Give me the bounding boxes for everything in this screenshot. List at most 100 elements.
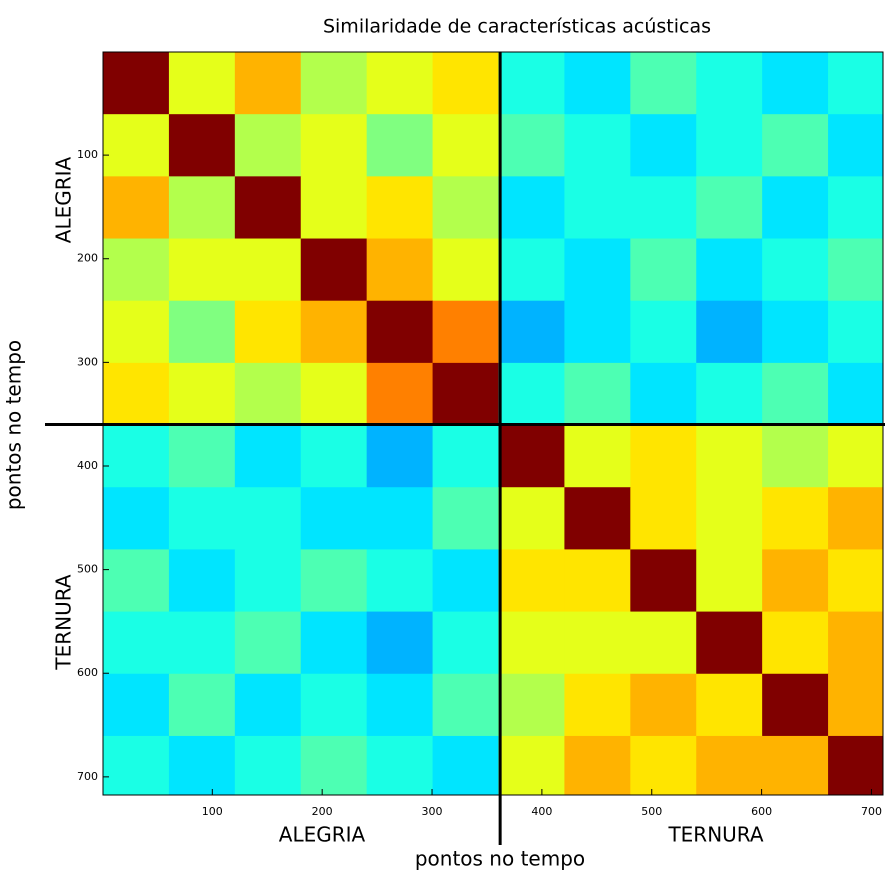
heatmap-cell [762,238,829,302]
heatmap-cell [366,114,434,177]
heatmap-cell [498,487,565,550]
heatmap-cell [696,176,763,240]
heatmap-cell [432,549,499,613]
heatmap-cell [234,673,302,737]
heatmap-cell [103,176,170,240]
heatmap-cell [300,487,368,550]
heatmap-cell [630,114,697,177]
heatmap-cell [103,735,170,796]
heatmap-cell [234,611,302,675]
heatmap-cell [762,673,829,737]
heatmap-cell [168,52,236,115]
heatmap-cell [498,176,565,240]
heatmap-cell [564,487,631,550]
heatmap-cell [168,425,236,488]
heatmap-cell [498,362,565,426]
heatmap-cell [696,52,763,115]
heatmap-cell [366,238,434,302]
heatmap-cell [103,114,170,177]
y-tick-label: 100 [77,148,98,161]
heatmap-cell [630,487,697,550]
heatmap-cell [168,300,236,364]
heatmap-cell [300,176,368,240]
heatmap-cell [762,176,829,240]
x-tick-label: 600 [751,805,772,818]
heatmap-cell [234,52,302,115]
heatmap-cell [234,549,302,613]
heatmap-cell [828,673,884,737]
heatmap-cell [630,425,697,488]
heatmap-cell [234,487,302,550]
heatmap-cell [432,300,499,364]
heatmap-cell [168,176,236,240]
heatmap-cell [168,114,236,177]
x-tick-label: 400 [531,805,552,818]
heatmap-cell [762,735,829,796]
heatmap-cell [366,300,434,364]
y-tick-label: 500 [77,563,98,576]
heatmap-cell [300,362,368,426]
y-tick-label: 300 [77,355,98,368]
heatmap-cell [696,362,763,426]
heatmap-cell [630,362,697,426]
heatmap-cell [762,300,829,364]
y-axis-label: pontos no tempo [2,340,26,510]
heatmap-cell [762,549,829,613]
heatmap-cell [762,52,829,115]
heatmap-cell [696,425,763,488]
heatmap-cell [828,487,884,550]
heatmap-cell [828,611,884,675]
heatmap-cell [564,673,631,737]
x-group-label: ALEGRIA [279,823,366,847]
heatmap-cell [696,238,763,302]
heatmap-cell [498,300,565,364]
heatmap-cell [300,52,368,115]
x-tick-label: 100 [202,805,223,818]
heatmap-cell [564,735,631,796]
heatmap-cell [432,176,499,240]
heatmap-cell [696,114,763,177]
heatmap-cell [234,114,302,177]
heatmap-cell [498,425,565,488]
heatmap-cell [828,52,884,115]
heatmap-cell [366,362,434,426]
heatmap-cell [103,238,170,302]
heatmap-cell [103,673,170,737]
heatmap-cell [696,673,763,737]
heatmap-cell [300,673,368,737]
heatmap-cell [696,549,763,613]
heatmap-cell [300,425,368,488]
heatmap-cell [366,549,434,613]
heatmap-cell [300,735,368,796]
heatmap-cell [630,549,697,613]
heatmap-cell [498,52,565,115]
heatmap-cell [630,735,697,796]
heatmap-cell [300,114,368,177]
heatmap-cell [630,300,697,364]
heatmap-cell [762,114,829,177]
heatmap-cell [762,487,829,550]
heatmap-cell [103,300,170,364]
heatmap-cell [762,362,829,426]
heatmap-cell [564,114,631,177]
heatmap-cell [498,238,565,302]
heatmap-cell [366,673,434,737]
heatmap-cell [366,611,434,675]
heatmap-cell [762,425,829,488]
heatmap-cell [168,611,236,675]
x-tick-label: 200 [312,805,333,818]
heatmap-cell [103,549,170,613]
x-group-label: TERNURA [667,823,763,847]
heatmap-cell [432,487,499,550]
heatmap-cell [366,425,434,488]
heatmap-cell [828,425,884,488]
heatmap-cell [696,735,763,796]
heatmap-cell [564,362,631,426]
heatmap-cell [828,300,884,364]
heatmap-cell [630,52,697,115]
y-group-label: ALEGRIA [52,156,76,243]
heatmap-cell [564,549,631,613]
heatmap-cell [630,176,697,240]
heatmap-cell [366,735,434,796]
